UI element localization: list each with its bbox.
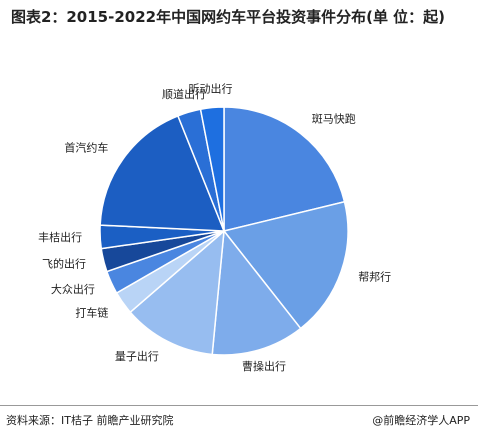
chart-title: 图表2：2015-2022年中国网约车平台投资事件分布(单 位：起) [10, 8, 446, 26]
slice-label: 丰桔出行 [38, 230, 82, 244]
credit: @前瞻经济学人APP [372, 414, 470, 427]
pie-slice [222, 200, 349, 330]
pie-slice [129, 229, 225, 356]
slice-label: 飞的出行 [42, 256, 86, 270]
slice-label: 首汽约车 [64, 141, 108, 155]
slice-label: 打车链 [75, 305, 108, 319]
pie-slice [211, 229, 302, 356]
slice-label: 昕动出行 [189, 82, 233, 96]
source: 资料来源：IT桔子 前瞻产业研究院 [6, 414, 174, 427]
divider [0, 405, 478, 406]
slice-label: 帮邦行 [358, 270, 391, 283]
pie-slice [99, 114, 226, 232]
slice-label: 斑马快跑 [312, 111, 356, 125]
slice-label: 顺道出行 [162, 87, 206, 101]
slice-label: 量子出行 [115, 349, 159, 363]
pie-slice [223, 106, 346, 232]
slice-label: 大众出行 [51, 282, 95, 296]
pie-slice [199, 106, 225, 232]
slice-label: 曹操出行 [242, 359, 286, 373]
